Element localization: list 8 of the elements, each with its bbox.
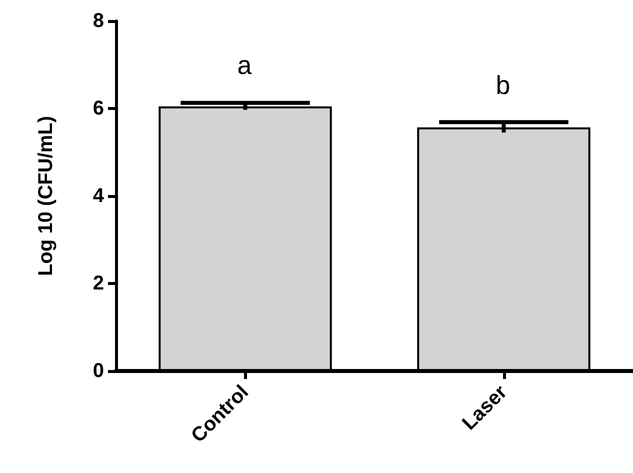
- y-tick-label: 6: [92, 98, 104, 120]
- annotation: a: [237, 50, 252, 80]
- y-tick-label: 0: [92, 360, 104, 382]
- y-tick-label: 8: [92, 10, 104, 32]
- y-axis-title: Log 10 (CFU/mL): [35, 116, 57, 276]
- y-tick-label: 4: [92, 185, 105, 207]
- y-tick-label: 2: [92, 272, 104, 294]
- annotation: b: [496, 70, 510, 100]
